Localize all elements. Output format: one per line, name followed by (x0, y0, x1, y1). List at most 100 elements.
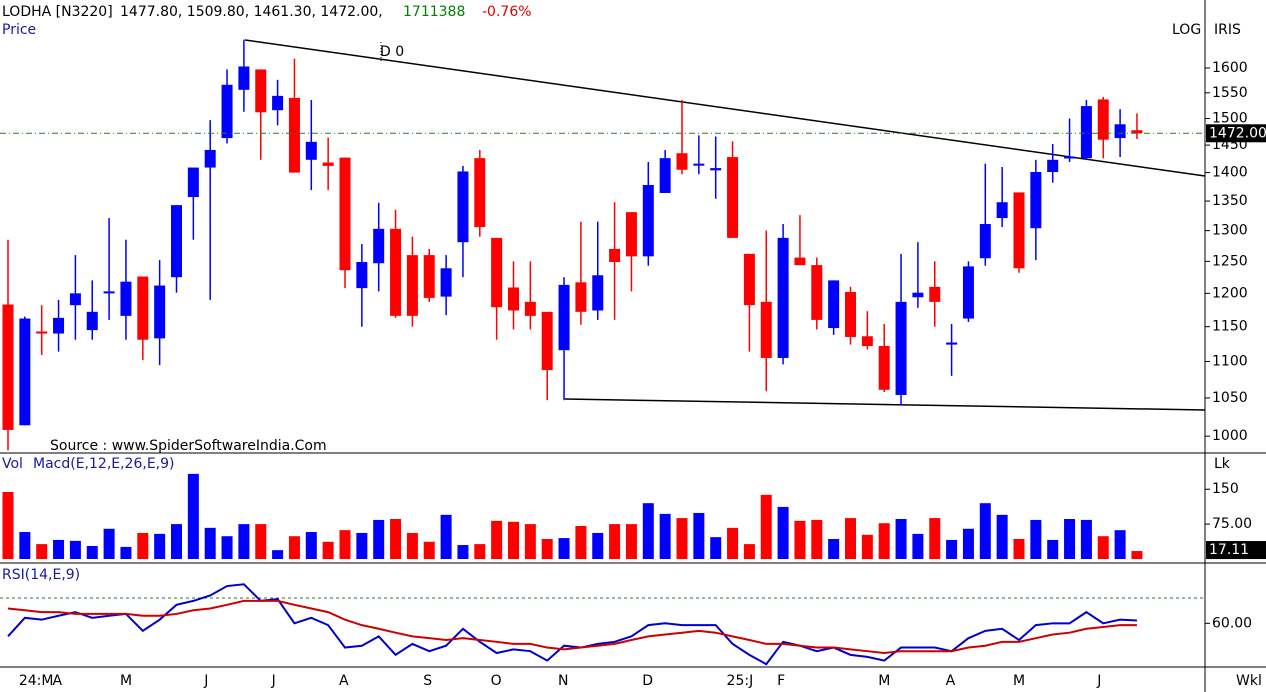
volume-bar (255, 524, 267, 559)
candle-body (743, 253, 755, 306)
y-tick-label: 60.00 (1212, 615, 1252, 631)
change-text: -0.76% (482, 4, 532, 20)
volume-bar (592, 532, 604, 559)
y-tick-label: 1200 (1212, 285, 1248, 301)
x-tick-label: M (120, 673, 132, 689)
volume-bar (676, 518, 688, 559)
source: Source : www.SpiderSoftwareIndia.Com (50, 438, 327, 454)
volume-bar (1030, 519, 1042, 559)
volume-bar (727, 527, 739, 559)
volume-bar (339, 530, 351, 559)
candle-body (120, 281, 132, 316)
y-tick-label: 1500 (1212, 111, 1248, 127)
candle-body (36, 331, 48, 334)
iris-label: IRIS (1214, 22, 1241, 38)
y-tick-label: 1250 (1212, 253, 1248, 269)
candle-body (794, 257, 806, 266)
x-tick-label: F (777, 673, 785, 689)
y-tick-label: 75.00 (1212, 516, 1252, 532)
candle-body (272, 95, 284, 111)
candle-body (154, 285, 166, 339)
candle-body (558, 284, 570, 351)
volume-bar (979, 503, 991, 559)
candle-body (609, 248, 621, 262)
volume-bar (861, 534, 873, 559)
vol-label: Vol (2, 456, 23, 472)
candle-body (288, 97, 300, 173)
candle-body (305, 141, 317, 160)
volume-bar (187, 473, 199, 559)
volume-bar (373, 519, 385, 559)
rsi-label: RSI(14,E,9) (2, 567, 80, 583)
candle-body (53, 317, 65, 334)
candle-body (727, 157, 739, 238)
candle-body (255, 69, 267, 113)
y-tick-label: 1000 (1212, 428, 1248, 444)
volume-bar (1080, 519, 1092, 559)
candle-body (86, 311, 98, 331)
last-volume-label: 17.11 (1209, 542, 1249, 558)
price-label: Price (2, 22, 36, 38)
candle-body (238, 66, 250, 90)
volume-bar (305, 532, 317, 559)
volume-bar (406, 532, 418, 559)
candle-body (1114, 124, 1126, 139)
candle-body (2, 304, 14, 430)
volume-bar (356, 532, 368, 559)
volume-bar (2, 492, 14, 559)
x-tick-label: A (946, 673, 956, 689)
log-label: LOG (1172, 22, 1201, 38)
volume-bar (929, 518, 941, 559)
volume-bar (1097, 536, 1109, 559)
x-tick-label: A (339, 673, 349, 689)
candle-body (423, 255, 435, 298)
candle-body (339, 157, 351, 271)
volume-bar (962, 528, 974, 559)
candle-body (946, 342, 958, 345)
y-tick-label: 1100 (1212, 354, 1248, 370)
x-tick-label: O (491, 673, 502, 689)
candle-body (1097, 99, 1109, 140)
volume-bar (154, 533, 166, 559)
volume-bar (1064, 519, 1076, 559)
volume-bar (1131, 551, 1143, 559)
ohlc: 1477.80, 1509.80, 1461.30, 1472.00, (120, 4, 383, 20)
candle-body (474, 158, 486, 228)
volume-bar (811, 519, 823, 559)
y-tick-label: 150 (1212, 481, 1239, 497)
volume-bar (794, 520, 806, 559)
y-tick-label: 1050 (1212, 390, 1248, 406)
candle-body (693, 163, 705, 166)
volume-bar (423, 541, 435, 559)
candle-body (103, 291, 115, 294)
candle-body (1080, 106, 1092, 159)
volume-bar (390, 519, 402, 559)
volume-bar (743, 544, 755, 559)
x-tick-label: 24:M (19, 673, 54, 689)
volume-bar (288, 536, 300, 559)
vol-unit: Lk (1214, 456, 1231, 472)
candle-body (204, 149, 216, 168)
volume-bar (19, 532, 31, 559)
last-price-label: 1472.00 (1209, 125, 1266, 141)
volume-bar (845, 518, 856, 559)
candle-body (457, 171, 469, 243)
candle-body (861, 336, 873, 346)
volume-bar (69, 540, 81, 559)
candle-body (137, 276, 149, 340)
candle-body (777, 237, 789, 358)
candle-body (710, 168, 722, 171)
volume-bar (760, 494, 772, 559)
candle-body (962, 266, 974, 319)
x-tick-label: 25:J (727, 673, 754, 689)
volume-bar (642, 503, 654, 559)
trendline (564, 398, 1206, 411)
volume-text: 1711388 (403, 4, 465, 20)
volume-bar (625, 524, 637, 559)
volume-bar (558, 538, 570, 559)
x-tick-label: A (53, 673, 63, 689)
candle-body (524, 301, 536, 316)
volume-bar (491, 520, 503, 559)
volume-bar (457, 545, 469, 559)
